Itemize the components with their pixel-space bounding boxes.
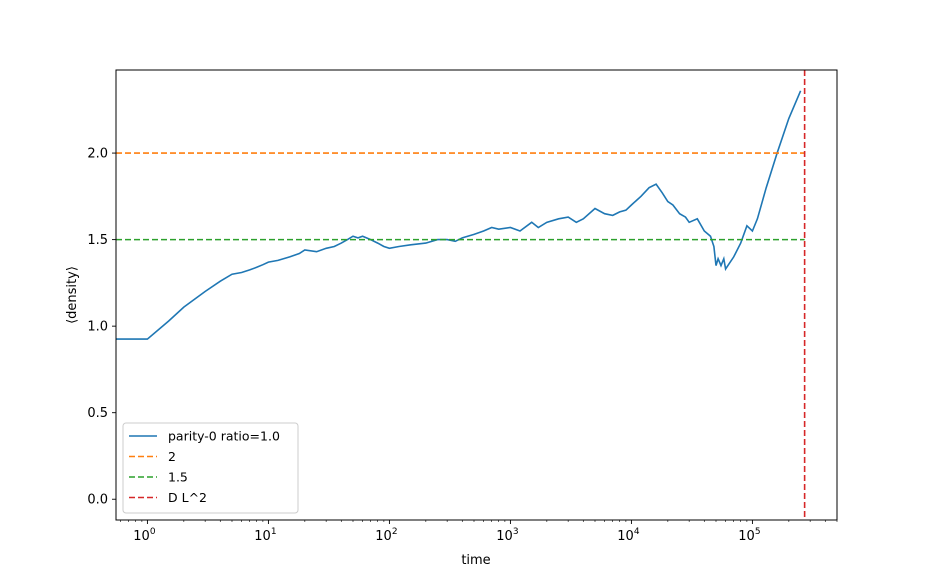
legend: parity-0 ratio=1.0 2 1.5 D L^2 (122, 422, 299, 514)
legend-label: parity-0 ratio=1.0 (168, 429, 280, 444)
x-axis-label: time (461, 553, 490, 568)
x-tick-label: 105 (738, 527, 760, 544)
x-axis: 100 101 102 103 104 105 (120, 520, 838, 544)
series-layer (116, 70, 806, 520)
legend-label: D L^2 (168, 490, 207, 505)
x-tick-label: 100 (133, 527, 156, 544)
legend-label: 1.5 (168, 470, 188, 485)
x-tick-label: 104 (617, 527, 640, 544)
y-tick-label: 2.0 (87, 147, 108, 162)
legend-box (122, 422, 299, 514)
x-tick-label: 103 (496, 527, 518, 544)
series-line-parity-0 (116, 90, 802, 340)
axes-frame (115, 69, 838, 521)
y-axis-label: ⟨density⟩ (65, 266, 80, 324)
y-axis: 0.0 0.5 1.0 1.5 2.0 (87, 147, 116, 508)
x-tick-label: 102 (375, 527, 397, 544)
y-tick-label: 0.5 (87, 406, 108, 421)
x-tick-label: 101 (254, 527, 276, 544)
y-tick-label: 1.0 (87, 320, 108, 335)
y-tick-label: 0.0 (87, 493, 108, 508)
legend-label: 2 (168, 449, 176, 464)
y-tick-label: 1.5 (87, 233, 108, 248)
plot-area (116, 70, 806, 520)
